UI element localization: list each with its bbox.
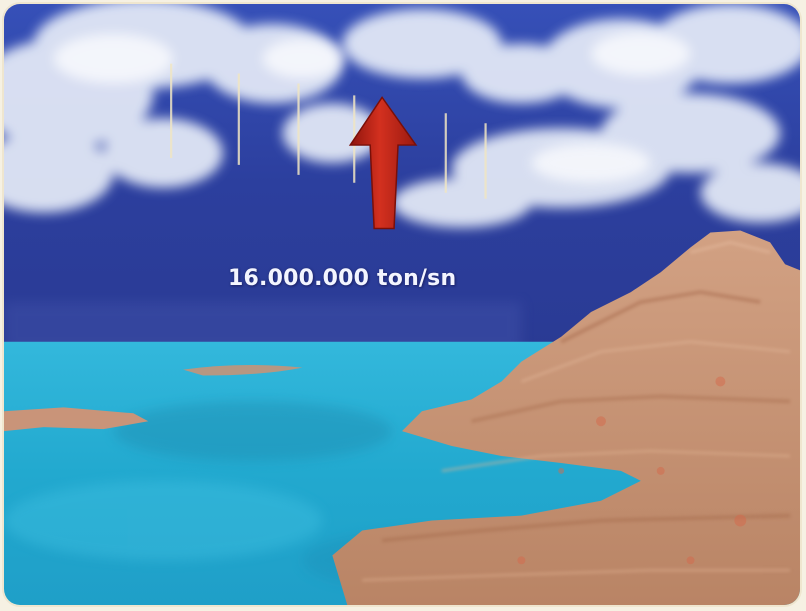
- evaporation-scene: [4, 4, 800, 605]
- clouds: [4, 4, 800, 228]
- evaporation-amount-label: 16.000.000 ton/sn: [228, 266, 457, 291]
- left-shore: [4, 407, 149, 432]
- mountain-land: [332, 230, 800, 605]
- land-texture: [362, 240, 791, 582]
- up-arrow-icon: [348, 96, 418, 230]
- cloud-highlights: [53, 31, 691, 183]
